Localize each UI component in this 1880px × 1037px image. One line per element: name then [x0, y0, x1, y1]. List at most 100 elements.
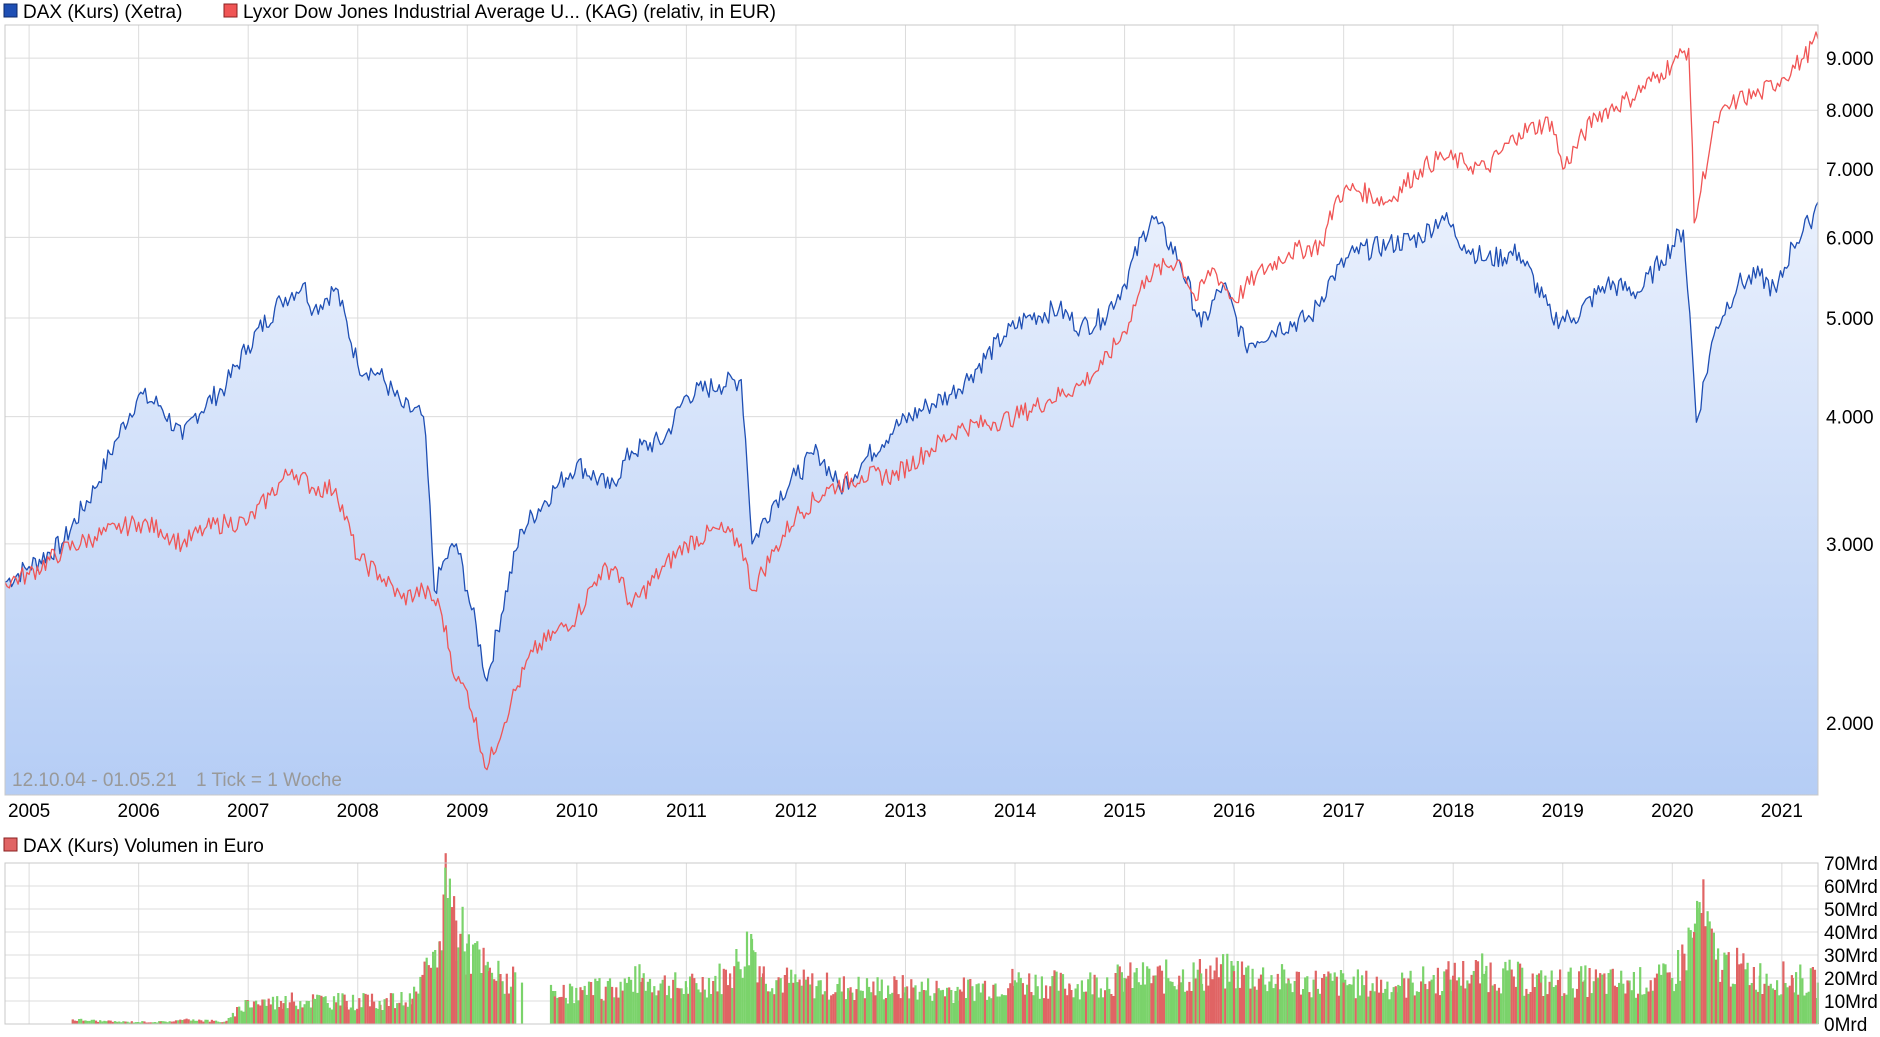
volume-bar: [1361, 975, 1364, 1024]
volume-bar: [676, 987, 679, 1024]
volume-bar: [1032, 995, 1035, 1024]
y-tick-label: 3.000: [1826, 535, 1874, 556]
volume-bar: [1630, 990, 1633, 1024]
volume-bar: [377, 1009, 380, 1024]
volume-y-tick-label: 10Mrd: [1824, 992, 1878, 1013]
volume-bar: [1283, 969, 1286, 1024]
volume-bar: [284, 996, 287, 1024]
volume-bar: [697, 989, 700, 1024]
volume-bar: [1799, 964, 1802, 1024]
volume-bar: [318, 995, 321, 1024]
volume-bar: [1369, 990, 1372, 1024]
volume-bar: [1761, 994, 1764, 1024]
volume-bar: [1194, 978, 1197, 1024]
volume-key-bar: [1539, 982, 1542, 1024]
volume-key-bar: [1178, 975, 1181, 1024]
volume-bar: [151, 1022, 154, 1024]
volume-bar: [745, 931, 749, 1024]
volume-y-tick-label: 60Mrd: [1824, 877, 1878, 898]
volume-bar: [929, 995, 932, 1024]
volume-bar: [1778, 995, 1781, 1024]
volume-bar: [1264, 984, 1267, 1024]
volume-bar: [1653, 977, 1656, 1024]
volume-bar: [1466, 980, 1469, 1024]
volume-bar: [634, 966, 637, 1024]
volume-bar: [1015, 982, 1018, 1024]
volume-bar: [419, 976, 422, 1024]
volume-bar: [472, 944, 475, 1024]
volume-bar: [1335, 976, 1338, 1024]
volume-bar: [1641, 994, 1644, 1024]
volume-bar: [166, 1022, 169, 1024]
x-tick-label: 2005: [8, 801, 50, 822]
volume-bar: [1769, 983, 1772, 1024]
volume-bar: [1567, 971, 1570, 1024]
volume-bar: [842, 976, 845, 1024]
volume-bar: [309, 1007, 312, 1024]
volume-bar: [1780, 994, 1783, 1024]
volume-bar: [1365, 970, 1368, 1024]
volume-bar: [1569, 967, 1572, 1024]
volume-bar: [1677, 950, 1680, 1024]
volume-bar: [840, 991, 843, 1024]
volume-bar: [1129, 962, 1132, 1024]
volume-bar: [632, 991, 635, 1024]
volume-bar: [147, 1022, 150, 1024]
volume-bar: [391, 993, 395, 1024]
volume-bar: [1165, 959, 1168, 1024]
volume-bar: [722, 968, 725, 1024]
volume-bar: [1179, 982, 1182, 1024]
volume-bar: [1757, 991, 1760, 1024]
volume-bar: [1278, 989, 1281, 1024]
volume-bar: [1666, 972, 1669, 1024]
volume-bar: [1727, 952, 1730, 1024]
x-tick-label: 2014: [994, 801, 1037, 822]
volume-bar: [943, 996, 947, 1024]
volume-bar: [1596, 977, 1600, 1024]
volume-bar: [754, 952, 757, 1024]
volume-bar: [134, 1022, 138, 1024]
volume-bar: [655, 995, 658, 1024]
volume-key-bar: [488, 971, 491, 1024]
volume-bar: [1683, 953, 1686, 1024]
volume-bar: [145, 1022, 148, 1024]
volume-bar: [1696, 900, 1699, 1024]
volume-bar: [1327, 971, 1330, 1024]
volume-bar: [404, 1002, 407, 1024]
volume-bar: [851, 992, 854, 1024]
volume-bar: [1051, 976, 1054, 1024]
volume-bar: [1192, 962, 1195, 1024]
volume-bar: [1708, 921, 1711, 1024]
volume-bar: [1224, 988, 1227, 1024]
volume-bar: [1559, 969, 1562, 1024]
volume-key-bar: [444, 867, 447, 1024]
volume-key-bar: [1452, 975, 1455, 1024]
volume-bar: [1219, 964, 1223, 1024]
volume-key-bar: [378, 1001, 381, 1024]
volume-bar: [236, 1007, 239, 1024]
volume-bar: [1314, 970, 1317, 1024]
volume-bar: [967, 979, 970, 1024]
volume-bar: [196, 1020, 199, 1024]
volume-bar: [733, 966, 736, 1024]
volume-bar: [172, 1021, 175, 1024]
volume-bar: [1529, 992, 1532, 1024]
volume-bar: [82, 1020, 85, 1024]
volume-bar: [1205, 968, 1208, 1024]
volume-bar: [453, 896, 456, 1024]
volume-bar: [1101, 997, 1105, 1024]
volume-bar: [335, 1002, 338, 1024]
volume-bar: [1561, 996, 1564, 1024]
volume-bar: [1380, 979, 1383, 1024]
volume-bar: [809, 984, 812, 1024]
volume-key-bar: [520, 982, 524, 1024]
volume-bar: [1285, 983, 1288, 1024]
volume-bar: [1634, 997, 1638, 1024]
volume-bar: [1055, 971, 1058, 1024]
volume-bar: [1392, 987, 1395, 1024]
volume-bar: [476, 941, 479, 1024]
volume-bar: [269, 1004, 272, 1024]
volume-bar: [1148, 968, 1151, 1024]
volume-bar: [651, 992, 654, 1024]
volume-bar: [257, 1004, 260, 1024]
